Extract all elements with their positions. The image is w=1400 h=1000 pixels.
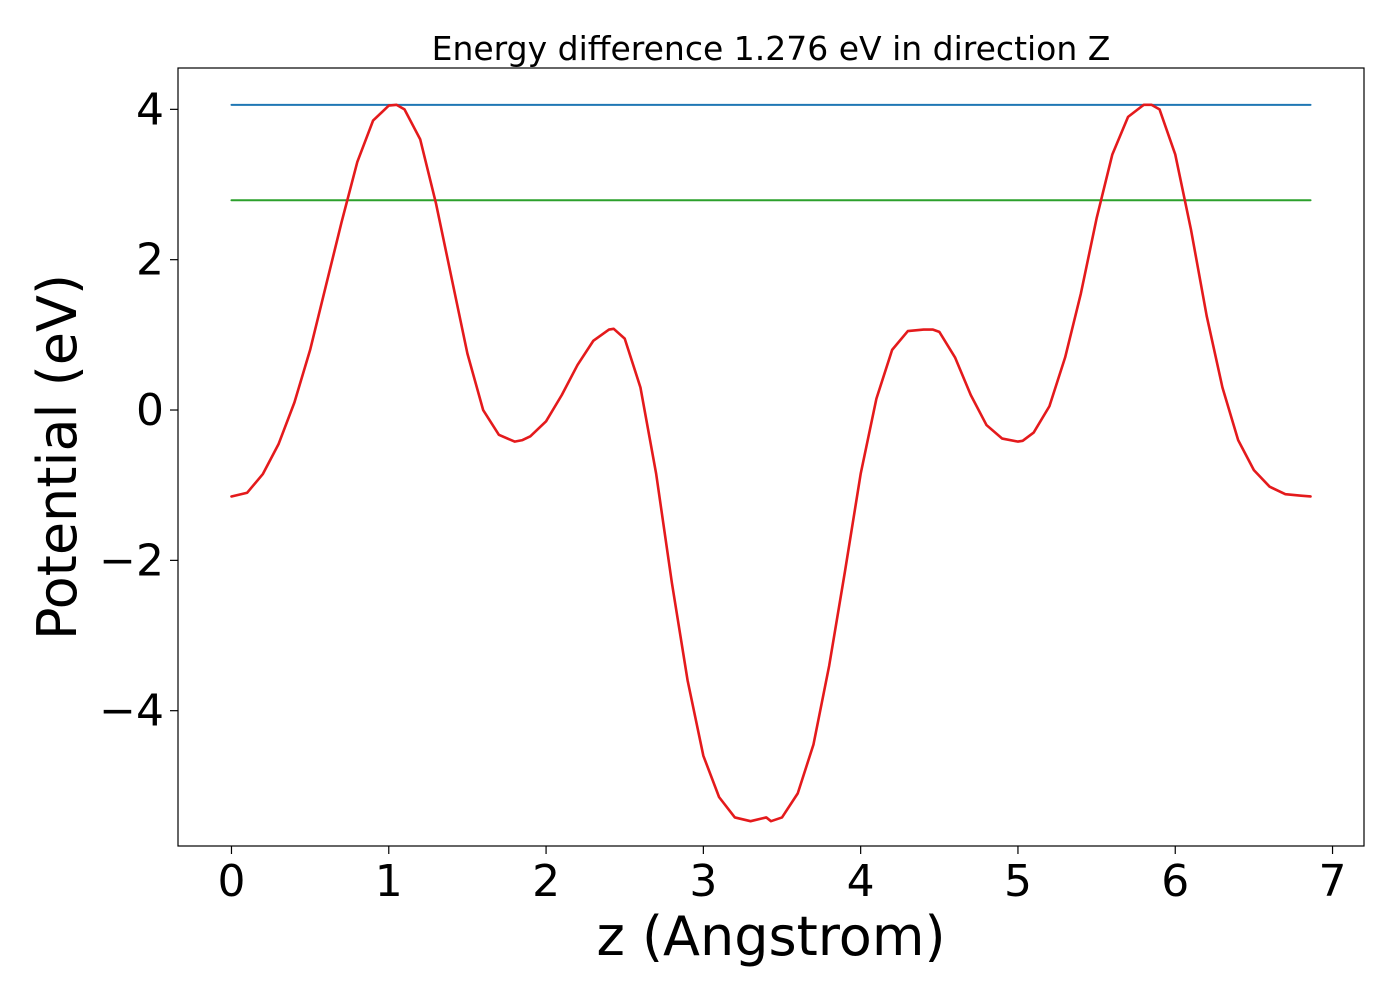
x-tick-label: 5 [1004,856,1032,907]
y-tick-label: 0 [136,385,164,436]
x-axis: 0 1 2 3 4 5 6 7 [217,846,1347,907]
x-tick-label: 1 [375,856,403,907]
plot-frame [177,67,1365,847]
y-tick-label: −2 [99,535,164,586]
x-tick-label: 6 [1161,856,1189,907]
x-tick-label: 4 [847,856,875,907]
y-tick-label: 2 [136,235,164,286]
chart-title: Energy difference 1.276 eV in direction … [432,29,1111,68]
y-axis: −4 −2 0 2 4 [99,84,178,737]
x-tick-label: 3 [689,856,717,907]
x-tick-label: 2 [532,856,560,907]
x-axis-label: z (Angstrom) [596,905,945,968]
x-tick-label: 7 [1319,856,1347,907]
potential-curve [230,103,1312,823]
y-tick-label: −4 [99,686,164,737]
x-tick-label: 0 [217,856,245,907]
plot-lines [230,103,1312,823]
y-axis-label: Potential (eV) [26,274,89,640]
y-tick-label: 4 [136,84,164,135]
